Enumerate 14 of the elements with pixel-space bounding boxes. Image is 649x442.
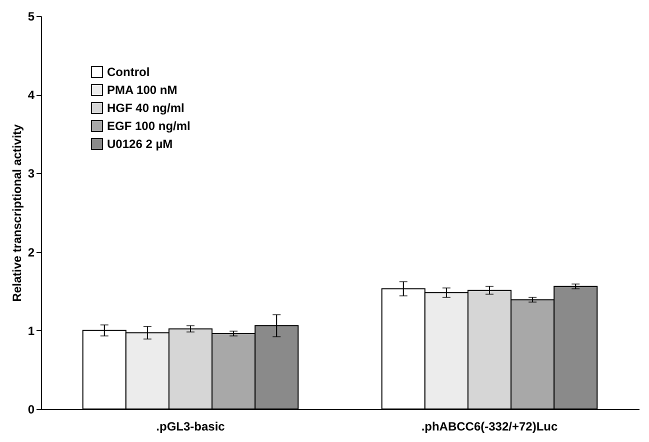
legend-label: U0126 2 µM xyxy=(107,137,173,151)
y-tick-label: 1 xyxy=(28,324,35,338)
legend-label: HGF 40 ng/ml xyxy=(107,101,184,115)
y-tick-label: 3 xyxy=(28,166,35,181)
y-tick-label: 2 xyxy=(28,245,35,260)
y-tick-label: 0 xyxy=(28,402,35,416)
y-tick-label: 4 xyxy=(28,88,35,102)
x-tick-label: .phABCC6(-332/+72)Luc xyxy=(421,420,558,434)
legend-label: PMA 100 nM xyxy=(107,83,178,97)
legend-label: EGF 100 ng/ml xyxy=(107,119,190,133)
x-tick-label: .pGL3-basic xyxy=(156,420,226,434)
y-tick-label: 5 xyxy=(28,10,35,24)
legend-label: Control xyxy=(107,65,150,79)
y-axis-title: Relative transcriptional activity xyxy=(10,124,24,302)
